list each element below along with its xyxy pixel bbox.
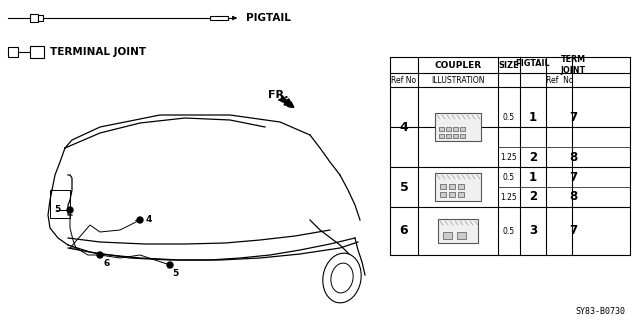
Bar <box>30 46 44 58</box>
Text: 1.25: 1.25 <box>501 153 517 162</box>
Bar <box>449 184 455 189</box>
Text: SIZE: SIZE <box>498 60 519 69</box>
Circle shape <box>97 252 103 258</box>
Bar <box>453 134 458 138</box>
Text: Ref  No: Ref No <box>547 76 574 84</box>
Bar <box>453 127 458 131</box>
Bar <box>439 127 444 131</box>
Text: TERM
JOINT: TERM JOINT <box>560 55 586 75</box>
Text: 3: 3 <box>529 225 537 237</box>
Text: COUPLER: COUPLER <box>434 60 482 69</box>
Text: PIGTAIL: PIGTAIL <box>246 13 291 23</box>
Bar <box>460 127 465 131</box>
Bar <box>440 184 446 189</box>
Bar <box>458 184 464 189</box>
Text: 5: 5 <box>399 180 408 194</box>
Text: Ref No: Ref No <box>391 76 417 84</box>
Bar <box>210 16 228 20</box>
Text: 6: 6 <box>399 225 408 237</box>
Text: 0.5: 0.5 <box>503 172 515 181</box>
Text: TERMINAL JOINT: TERMINAL JOINT <box>50 47 146 57</box>
Bar <box>449 192 455 197</box>
Text: 2: 2 <box>529 150 537 164</box>
Text: 7: 7 <box>569 225 577 237</box>
Text: 8: 8 <box>569 150 577 164</box>
Bar <box>439 134 444 138</box>
Text: FR.: FR. <box>268 90 288 100</box>
Bar <box>446 127 451 131</box>
Ellipse shape <box>331 263 353 293</box>
Bar <box>8 47 18 57</box>
Ellipse shape <box>323 253 361 303</box>
Text: 1: 1 <box>529 110 537 124</box>
Text: 8: 8 <box>569 190 577 204</box>
Bar <box>446 134 451 138</box>
Text: 7: 7 <box>569 171 577 183</box>
Bar <box>50 190 70 218</box>
Bar <box>435 173 481 201</box>
Bar <box>457 232 466 239</box>
Text: ILLUSTRATION: ILLUSTRATION <box>431 76 485 84</box>
Text: 1.25: 1.25 <box>501 193 517 202</box>
Text: 5: 5 <box>54 205 60 214</box>
Bar <box>30 14 38 22</box>
Bar <box>438 219 478 243</box>
Text: 2: 2 <box>529 190 537 204</box>
Text: 6: 6 <box>103 259 109 268</box>
Circle shape <box>167 262 173 268</box>
Bar <box>440 192 446 197</box>
Text: 1: 1 <box>529 171 537 183</box>
Circle shape <box>67 207 73 213</box>
Text: PIGTAIL: PIGTAIL <box>515 59 550 68</box>
Circle shape <box>137 217 143 223</box>
Bar <box>458 192 464 197</box>
Bar <box>435 113 481 141</box>
Text: 5: 5 <box>172 268 178 277</box>
Bar <box>38 15 43 21</box>
Text: 4: 4 <box>399 121 408 133</box>
Text: 0.5: 0.5 <box>503 227 515 236</box>
Bar <box>443 232 452 239</box>
Text: 4: 4 <box>146 215 152 225</box>
Text: 7: 7 <box>569 110 577 124</box>
Text: 0.5: 0.5 <box>503 113 515 122</box>
Bar <box>460 134 465 138</box>
Text: SY83-B0730: SY83-B0730 <box>575 308 625 316</box>
